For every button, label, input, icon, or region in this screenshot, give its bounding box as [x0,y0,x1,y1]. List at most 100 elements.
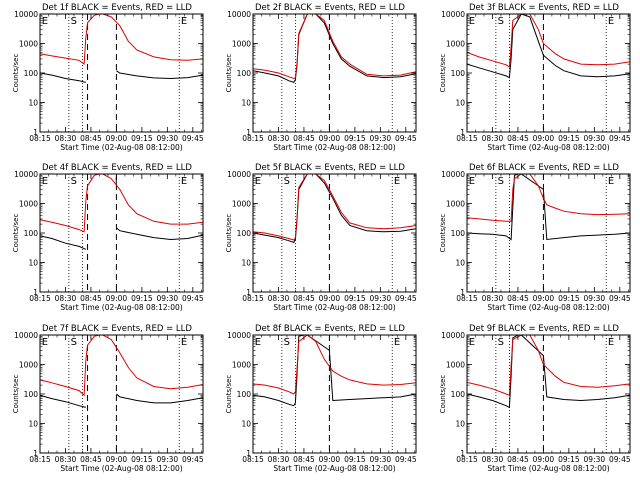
series-group [467,174,630,241]
x-tick-label: 08:15 [242,455,264,464]
region-label: S [71,337,77,348]
x-tick-label: 08:30 [268,134,290,143]
chart-title: Det 5f BLACK = Events, RED = LLD [255,163,405,173]
x-tick-label: 09:30 [584,455,606,464]
x-tick-label: 09:15 [344,134,366,143]
y-tick-label: 1 [460,128,465,137]
x-tick-label: 09:45 [609,455,631,464]
series-events-line [467,174,630,241]
y-tick-label: 1 [246,449,251,458]
chart-title: Det 1f BLACK = Events, RED = LLD [42,3,192,13]
x-tick-label: 09:00 [106,455,128,464]
x-tick-label: 08:30 [482,294,504,303]
x-axis-label: Start Time (02-Aug-08 08:12:00) [487,464,609,473]
x-tick-label: 09:00 [106,294,128,303]
y-tick-label: 1000 [19,40,38,49]
series-group [253,14,416,84]
x-tick-label: 09:15 [558,134,580,143]
series-events-line [40,70,203,83]
region-label: S [498,176,504,187]
x-axis-label: Start Time (02-Aug-08 08:12:00) [487,303,609,312]
x-tick-label: 08:15 [456,455,478,464]
series-events-line [253,14,416,84]
series-group [40,335,203,408]
y-tick-label: 1 [33,288,38,297]
y-tick-label: 1000 [19,200,38,209]
panel-det-8: Det 8f BLACK = Events, RED = LLD E S E 1 10 10… [225,324,417,473]
region-label: E [42,337,48,348]
y-tick-label: 1000 [446,200,465,209]
x-tick-label: 09:45 [182,455,204,464]
x-tick-label: 09:45 [609,134,631,143]
x-tick-label: 09:45 [395,294,417,303]
x-tick-label: 08:15 [29,134,51,143]
y-tick-label: 10000 [441,331,465,340]
x-axis-label: Start Time (02-Aug-08 08:12:00) [487,143,609,152]
y-tick-label: 100 [24,390,39,399]
y-tick-label: 1000 [232,40,251,49]
x-tick-label: 09:30 [157,455,179,464]
series-group [467,335,630,409]
y-tick-label: 100 [451,390,466,399]
series-group [40,14,203,83]
y-tick-label: 1000 [446,40,465,49]
region-label: E [469,176,475,187]
region-label: E [608,16,614,27]
panel-det-2: Det 2f BLACK = Events, RED = LLD 1 10 100 10… [225,3,417,152]
y-tick-label: 100 [237,229,252,238]
x-tick-label: 08:45 [293,294,315,303]
region-label: S [498,16,504,27]
x-tick-label: 08:15 [242,294,264,303]
x-tick-label: 09:45 [609,294,631,303]
plot-frame [39,334,204,454]
region-label: E [42,16,48,27]
region-label: E [394,337,400,348]
chart-title: Det 4f BLACK = Events, RED = LLD [42,163,192,173]
plot-frame [466,13,631,133]
region-label: E [394,176,400,187]
x-tick-label: 08:15 [242,134,264,143]
series-lld-line [467,335,630,397]
x-tick-label: 09:15 [558,294,580,303]
y-axis-label: Counts/sec [12,54,20,93]
y-tick-label: 10000 [441,170,465,179]
x-tick-label: 09:30 [584,294,606,303]
region-label: I [115,176,118,187]
series-lld-line [40,335,203,397]
x-tick-label: 09:00 [533,455,555,464]
y-tick-label: 10 [28,99,38,108]
chart-title: Det 9f BLACK = Events, RED = LLD [469,324,619,334]
y-tick-label: 10000 [14,170,38,179]
y-tick-label: 1 [33,449,38,458]
y-tick-label: 1000 [446,361,465,370]
x-tick-label: 09:30 [370,294,392,303]
x-tick-label: 09:15 [131,294,153,303]
x-tick-label: 09:45 [182,294,204,303]
x-tick-label: 08:45 [80,134,102,143]
x-axis-label: Start Time (02-Aug-08 08:12:00) [273,303,395,312]
y-tick-label: 1 [460,449,465,458]
y-tick-label: 1000 [19,361,38,370]
chart-title: Det 3f BLACK = Events, RED = LLD [469,3,619,13]
y-tick-label: 1 [460,288,465,297]
x-tick-label: 08:15 [456,134,478,143]
x-tick-label: 09:00 [533,294,555,303]
x-axis-label: Start Time (02-Aug-08 08:12:00) [60,143,182,152]
series-lld-line [467,14,630,68]
x-tick-label: 08:15 [456,294,478,303]
y-tick-label: 1000 [232,361,251,370]
x-axis-label: Start Time (02-Aug-08 08:12:00) [273,143,395,152]
y-tick-label: 10 [455,259,465,268]
x-tick-label: 08:30 [482,455,504,464]
series-group [253,335,416,407]
series-group [467,14,630,79]
chart-title: Det 6f BLACK = Events, RED = LLD [469,163,619,173]
series-events-line [467,14,630,79]
y-axis-label: Counts/sec [225,214,233,253]
y-axis-label: Counts/sec [439,54,447,93]
y-tick-label: 100 [451,69,466,78]
y-tick-label: 10000 [14,331,38,340]
region-label: E [608,337,614,348]
y-tick-label: 10000 [227,331,251,340]
